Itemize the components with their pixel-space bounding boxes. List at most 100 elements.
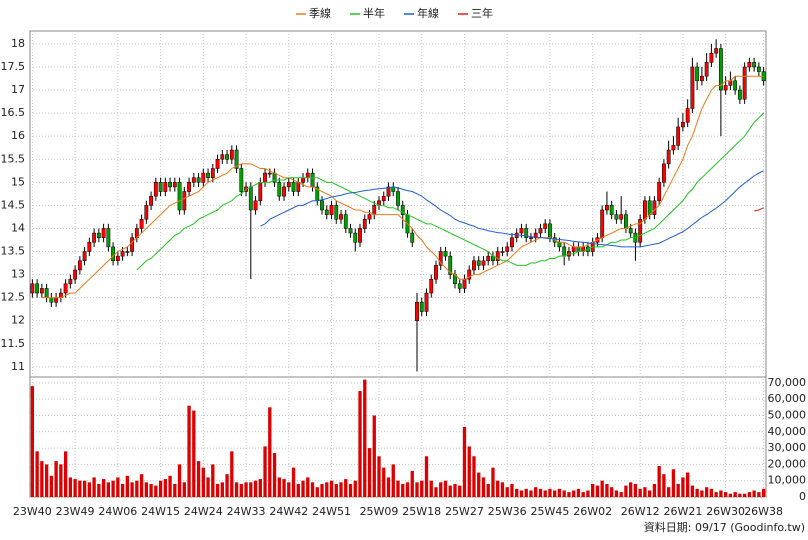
candle-body <box>524 228 529 238</box>
volume-bar <box>638 488 642 497</box>
candle-body <box>334 205 339 220</box>
volume-bar <box>723 492 728 497</box>
volume-bar <box>353 480 357 497</box>
candle-body <box>600 209 605 238</box>
candle-body <box>666 149 671 165</box>
candle-body <box>443 251 448 257</box>
x-tick-label: 23W49 <box>56 505 95 518</box>
x-tick-label: 26W21 <box>663 505 702 518</box>
candle-body <box>163 182 168 192</box>
candle-body <box>695 66 700 82</box>
volume-bar <box>652 483 657 497</box>
volume-bar <box>690 485 695 497</box>
candle-body <box>685 108 690 123</box>
volume-bar <box>120 483 125 497</box>
volume-bar <box>73 479 77 497</box>
candle-body <box>519 228 524 234</box>
volume-bar <box>453 483 457 497</box>
candle-body <box>467 269 472 280</box>
volume-bar <box>586 490 590 497</box>
candle-body <box>172 182 177 188</box>
candle-body <box>168 182 172 188</box>
candle-body <box>39 288 44 294</box>
candle-body <box>619 214 624 220</box>
x-tick-label: 24W42 <box>269 505 308 518</box>
volume-bar <box>424 456 429 497</box>
volume-bar <box>605 483 609 497</box>
volume-bar <box>382 467 386 497</box>
candle-body <box>353 232 358 243</box>
volume-bar <box>40 461 44 497</box>
volume-bar <box>491 467 495 497</box>
legend-label: 季線 <box>309 6 331 20</box>
volume-bar <box>648 490 652 497</box>
volume-bar <box>666 487 671 497</box>
volume-bar <box>614 490 619 497</box>
candle-body <box>206 172 210 178</box>
candle-body <box>742 66 747 100</box>
candle-body <box>571 246 576 252</box>
candle-body <box>115 255 120 261</box>
candle-body <box>30 283 35 294</box>
volume-bar <box>410 470 414 497</box>
candle-body <box>144 205 149 220</box>
volume-bar <box>325 482 329 497</box>
y-tick-label: 14 <box>11 221 25 234</box>
volume-bar <box>182 482 186 497</box>
candle-body <box>111 246 116 261</box>
volume-bar <box>116 477 120 497</box>
candle-body <box>752 62 757 68</box>
candle-body <box>329 205 334 215</box>
candle-body <box>120 251 125 257</box>
volume-bar <box>719 490 723 497</box>
volume-bar <box>695 488 699 497</box>
volume-bar <box>529 490 533 497</box>
candle-body <box>562 246 567 257</box>
candle-body <box>253 200 258 211</box>
candle-body <box>737 89 742 100</box>
volume-bar <box>557 488 562 497</box>
y2-tick-label: 60,000 <box>768 392 807 405</box>
volume-bar <box>752 490 756 497</box>
volume-bar <box>44 464 49 497</box>
candle-body <box>500 251 505 253</box>
candle-body <box>415 302 419 321</box>
candle-body <box>756 66 761 72</box>
candle-body <box>367 214 372 220</box>
candle-body <box>709 52 714 63</box>
volume-bar <box>230 451 234 497</box>
candle-body <box>68 278 73 285</box>
candle-body <box>277 182 282 197</box>
volume-bar <box>619 492 623 497</box>
volume-bar <box>101 479 106 497</box>
candle-body <box>410 232 415 243</box>
volume-bar <box>135 480 139 497</box>
y-tick-label: 11.5 <box>1 337 26 350</box>
candle-body <box>44 288 49 298</box>
x-tick-label: 26W02 <box>573 505 612 518</box>
candle-body <box>54 297 59 303</box>
candle-body <box>153 182 158 197</box>
y-tick-label: 13 <box>11 268 25 281</box>
volume-bar <box>249 482 253 497</box>
volume-bar <box>348 483 353 497</box>
volume-bar <box>662 474 666 497</box>
candle-body <box>130 237 135 252</box>
candle-body <box>424 292 429 312</box>
volume-bar <box>35 451 39 497</box>
candle-body <box>286 182 291 188</box>
volume-bar <box>291 467 296 497</box>
candle-body <box>191 177 196 183</box>
volume-bar <box>130 482 134 497</box>
volume-bar <box>139 474 144 497</box>
volume-bar <box>401 483 405 497</box>
volume-bar <box>629 482 633 497</box>
volume-bar <box>367 448 372 497</box>
volume-bar <box>761 488 766 497</box>
candle-body <box>671 145 676 151</box>
candle-body <box>348 228 353 234</box>
volume-bar <box>439 482 443 497</box>
volume-bar <box>643 487 647 497</box>
volume-bar <box>581 492 585 497</box>
candle-body <box>158 182 163 192</box>
